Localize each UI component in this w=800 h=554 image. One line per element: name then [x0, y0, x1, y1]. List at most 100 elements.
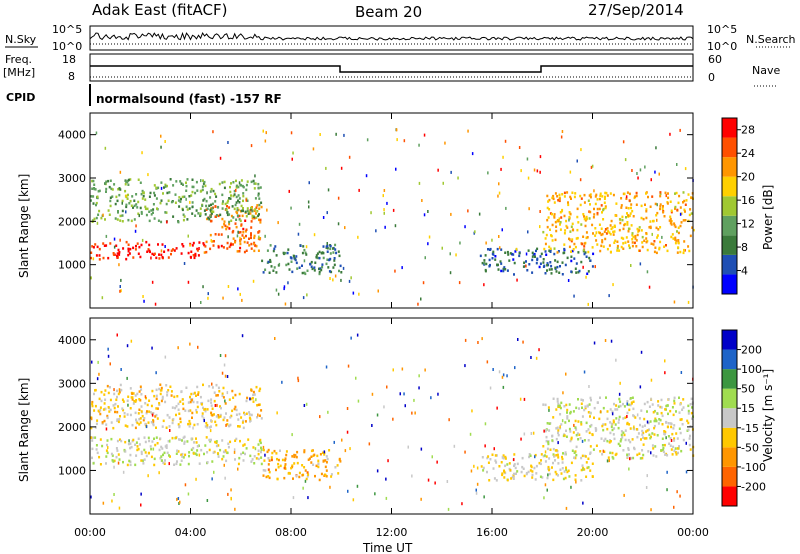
echo-cell-afternoon-echoes	[509, 468, 512, 472]
echo-cell-afternoon-echoes	[574, 474, 577, 477]
echo-cell-evening-band	[670, 425, 673, 429]
scatter-cell	[206, 499, 209, 502]
echo-cell-strong-band	[158, 253, 160, 256]
echo-cell-upper-scatter	[127, 178, 130, 182]
echo-cell-afternoon-echoes	[514, 466, 517, 470]
echo-cell-strong-band	[109, 242, 112, 245]
echo-cell-upper-scatter	[176, 395, 179, 398]
echo-cell-afternoon-echoes	[544, 460, 547, 463]
echo-cell-upper-scatter	[119, 415, 121, 418]
echo-cell-evening-band	[551, 223, 554, 227]
echo-cell-upper-scatter	[182, 183, 184, 186]
echo-cell-upper-scatter	[164, 211, 167, 214]
echo-cell-midday-echoes	[311, 267, 314, 271]
scatter-cell	[350, 276, 352, 280]
freq-unit-label: [MHz]	[3, 66, 35, 79]
scatter-cell	[569, 170, 572, 174]
echo-cell-rising-band	[246, 241, 249, 244]
echo-cell-afternoon-echoes	[544, 250, 547, 253]
echo-cell-strong-band	[98, 258, 101, 261]
echo-cell-ground-scatter	[91, 456, 93, 460]
echo-cell-strong-band	[116, 252, 119, 255]
scatter-cell	[623, 493, 625, 497]
echo-cell-midday-echoes	[285, 450, 288, 453]
echo-cell-ground-scatter	[260, 450, 262, 454]
echo-cell-upper-scatter	[214, 200, 217, 203]
echo-cell-evening-band	[543, 247, 546, 251]
echo-cell-upper-scatter	[122, 400, 125, 403]
echo-cell-strong-band	[197, 254, 200, 257]
echo-cell-afternoon-echoes	[483, 259, 486, 262]
echo-cell-upper-scatter	[258, 197, 261, 200]
echo-cell-strong-band	[94, 243, 97, 246]
echo-cell-upper-scatter	[141, 197, 144, 200]
echo-cell-afternoon-echoes	[546, 269, 548, 272]
echo-cell-evening-band	[544, 242, 547, 246]
echo-cell-ground-scatter	[237, 462, 240, 466]
echo-cell-evening-band	[690, 411, 693, 415]
scatter-cell	[227, 141, 229, 144]
scatter-cell	[164, 140, 166, 143]
echo-cell-midday-echoes	[329, 252, 332, 255]
echo-cell-midday-echoes	[330, 473, 333, 476]
scatter-cell	[573, 294, 575, 298]
echo-cell-ground-scatter	[257, 449, 260, 452]
echo-cell-upper-scatter	[234, 405, 237, 409]
echo-cell-afternoon-echoes	[561, 261, 564, 264]
echo-cell-upper-scatter	[168, 416, 171, 419]
echo-cell-midday-echoes	[320, 268, 323, 272]
scatter-cell	[237, 287, 239, 291]
echo-cell-upper-scatter	[131, 396, 134, 399]
echo-cell-afternoon-echoes	[584, 251, 587, 254]
echo-cell-upper-scatter	[152, 203, 155, 206]
echo-cell-ground-scatter	[91, 439, 94, 442]
echo-cell-evening-band	[556, 426, 559, 429]
echo-cell-evening-band	[568, 211, 571, 214]
scatter-cell	[665, 194, 667, 198]
echo-cell-afternoon-echoes	[495, 461, 498, 464]
echo-cell-midday-echoes	[317, 462, 320, 466]
scatter-cell	[486, 360, 489, 364]
echo-cell-ground-scatter	[150, 447, 153, 451]
echo-cell-midday-echoes	[307, 473, 310, 476]
echo-cell-ground-scatter	[187, 462, 190, 466]
echo-cell-ground-scatter	[129, 463, 132, 467]
echo-cell-upper-scatter	[237, 185, 240, 189]
echo-cell-evening-band	[584, 219, 587, 222]
echo-cell-afternoon-echoes	[527, 249, 530, 252]
echo-cell-ground-scatter	[101, 444, 104, 448]
echo-cell-midday-echoes	[283, 476, 286, 480]
echo-cell-upper-scatter	[129, 178, 132, 181]
echo-cell-afternoon-echoes	[585, 461, 588, 464]
echo-cell-evening-band	[627, 230, 630, 233]
echo-cell-ground-scatter	[188, 451, 191, 454]
echo-cell-midday-echoes	[339, 460, 342, 463]
echo-cell-afternoon-echoes	[532, 253, 535, 257]
echo-cell-ground-scatter	[249, 454, 252, 458]
echo-cell-evening-band	[628, 453, 630, 456]
echo-cell-evening-band	[566, 417, 569, 420]
echo-cell-midday-echoes	[316, 454, 319, 458]
echo-cell-rising-band	[217, 233, 220, 236]
echo-cell-upper-scatter	[231, 409, 234, 413]
scatter-cell	[664, 371, 666, 375]
echo-cell-evening-band	[556, 251, 559, 254]
echo-cell-afternoon-echoes	[518, 251, 521, 255]
scatter-cell	[337, 196, 340, 200]
echo-cell-afternoon-echoes	[531, 258, 534, 262]
scatter-cell	[594, 265, 596, 269]
echo-cell-midday-echoes	[285, 453, 288, 457]
echo-cell-upper-scatter	[166, 191, 169, 195]
echo-cell-evening-band	[673, 424, 676, 427]
scatter-cell	[122, 470, 125, 474]
echo-cell-evening-band	[591, 246, 594, 249]
echo-cell-ground-scatter	[176, 449, 179, 452]
echo-cell-evening-band	[589, 193, 592, 196]
echo-cell-upper-scatter	[209, 208, 212, 212]
echo-cell-afternoon-echoes	[561, 461, 564, 464]
echo-cell-evening-band	[657, 228, 660, 231]
echo-cell-upper-scatter	[213, 399, 216, 403]
echo-cell-midday-echoes	[295, 255, 298, 258]
scatter-cell	[257, 413, 259, 417]
echo-cell-upper-scatter	[138, 423, 141, 426]
